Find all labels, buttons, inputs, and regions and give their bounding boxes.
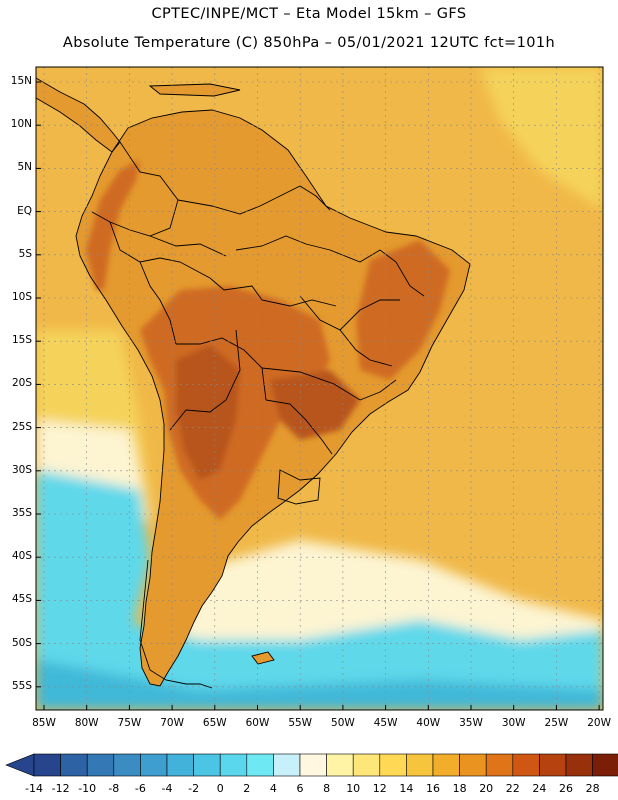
- chart-subtitle: Absolute Temperature (C) 850hPa – 05/01/…: [62, 35, 556, 51]
- colorbar-cell: [246, 753, 274, 777]
- chart-title: CPTEC/INPE/MCT – Eta Model 15km – GFS: [151, 6, 467, 22]
- colorbar-cell: [33, 753, 61, 777]
- colorbar-cell: [592, 753, 618, 777]
- lon-tick-label: 20W: [587, 717, 611, 729]
- colorbar-cell: [379, 753, 407, 777]
- lat-tick-label: 25S: [11, 420, 32, 433]
- map-frame: [35, 66, 604, 711]
- colorbar-cell: [352, 753, 381, 777]
- lat-tick-label: 15N: [10, 75, 32, 87]
- lat-tick-label: 5S: [18, 247, 32, 260]
- colorbar: [5, 753, 618, 777]
- colorbar-cell: [432, 753, 460, 777]
- colorbar-cell: [565, 753, 593, 777]
- colorbar-label: 14: [399, 782, 414, 795]
- coldest-zone-south: [36, 660, 603, 710]
- colorbar-label: 16: [426, 782, 440, 795]
- colorbar-cell: [459, 753, 487, 777]
- colorbar-label: -12: [51, 782, 70, 795]
- lat-tick-label: 10N: [10, 118, 32, 131]
- colorbar-label: 26: [559, 782, 573, 795]
- colorbar-cell: [60, 753, 88, 777]
- colorbar-label: 8: [323, 782, 331, 795]
- colorbar-label: 0: [216, 782, 224, 795]
- lat-tick-label: 20S: [11, 377, 32, 390]
- colorbar-cell: [113, 753, 141, 777]
- colorbar-cell: [219, 753, 248, 777]
- lon-tick-label: 35W: [459, 717, 483, 729]
- lon-tick-label: 55W: [288, 717, 313, 729]
- colorbar-label: 20: [479, 782, 494, 795]
- lon-tick-label: 45W: [373, 717, 398, 729]
- colorbar-cell: [512, 753, 540, 777]
- lat-tick-label: 30S: [11, 463, 32, 476]
- lat-tick-label: 45S: [11, 593, 32, 606]
- colorbar-cell: [140, 753, 168, 777]
- colorbar-cell: [299, 753, 327, 777]
- lat-tick-label: 35S: [11, 507, 32, 519]
- lat-tick-label: 55S: [11, 679, 32, 692]
- warm-ocean-northeast: [480, 67, 603, 210]
- lon-tick-label: 50W: [331, 717, 355, 729]
- lon-tick-label: 70W: [160, 717, 184, 729]
- colorbar-label: 28: [585, 782, 600, 795]
- colorbar-label: -2: [188, 782, 200, 795]
- colorbar-label: -8: [108, 782, 120, 795]
- lat-tick-label: EQ: [17, 204, 32, 217]
- caribbean-islands: [150, 84, 240, 96]
- hot-zone-southeast: [270, 370, 360, 440]
- colorbar-label: 10: [346, 782, 361, 795]
- lat-tick-label: 10S: [11, 291, 32, 303]
- colorbar-label: 22: [505, 782, 520, 795]
- colorbar-label: 2: [243, 782, 251, 795]
- colorbar-cell: [485, 753, 514, 777]
- colorbar-label: 12: [372, 782, 387, 795]
- colorbar-cell: [539, 753, 567, 777]
- country-borders: [36, 77, 471, 689]
- colorbar-cell: [193, 753, 221, 777]
- warm-zone-patagonia: [160, 520, 220, 600]
- colorbar-arrow-low: [5, 753, 35, 777]
- colorbar-label: 18: [452, 782, 467, 795]
- colorbar-label: 4: [269, 782, 277, 795]
- colorbar-label: -14: [25, 782, 43, 795]
- lon-tick-label: 25W: [544, 717, 569, 729]
- lon-tick-label: 85W: [32, 717, 56, 729]
- colorbar-label: -4: [161, 782, 173, 795]
- hot-zone-andes-north: [86, 160, 140, 290]
- axis-ticks: [36, 81, 600, 710]
- lat-tick-label: 5N: [17, 161, 32, 174]
- colorbar-label: -6: [134, 782, 146, 795]
- colorbar-label: 24: [532, 782, 547, 795]
- hottest-zone-chaco: [176, 345, 240, 480]
- temperature-map: [35, 66, 604, 711]
- colorbar-cell: [326, 753, 354, 777]
- lon-tick-label: 65W: [202, 717, 227, 729]
- lat-tick-label: 40S: [11, 550, 32, 563]
- colorbar-cell: [166, 753, 194, 777]
- colorbar-label: -10: [78, 782, 97, 795]
- lat-tick-label: 15S: [11, 334, 32, 347]
- lat-lon-grid: [36, 67, 603, 710]
- colorbar-cell: [273, 753, 301, 777]
- lon-tick-label: 75W: [117, 717, 142, 729]
- colorbar-cell: [86, 753, 115, 777]
- colorbar-cell: [406, 753, 434, 777]
- central-america-land: [36, 78, 120, 152]
- lon-tick-label: 30W: [501, 717, 526, 729]
- lat-tick-label: 50S: [11, 636, 32, 649]
- colorbar-label: 6: [296, 782, 304, 795]
- lon-tick-label: 80W: [74, 717, 99, 729]
- lon-tick-label: 40W: [416, 717, 441, 729]
- lon-tick-label: 60W: [245, 717, 270, 729]
- hot-zone-northeast: [356, 240, 450, 380]
